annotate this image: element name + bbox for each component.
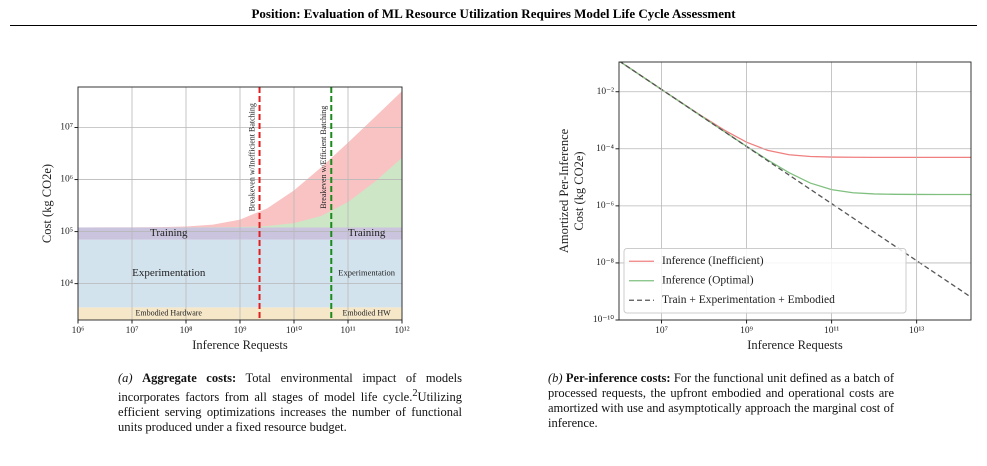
x-axis-label: Inference Requests	[192, 338, 288, 352]
y-tick-label: 10⁻⁶	[596, 201, 614, 211]
legend-label: Inference (Inefficient)	[662, 255, 764, 267]
band-label: Embodied HW	[343, 309, 392, 318]
y-tick-label: 10⁻⁸	[596, 258, 614, 268]
caption-tag: (a)	[118, 371, 133, 385]
x-tick-label: 10¹¹	[824, 326, 839, 336]
inference-area	[78, 91, 402, 228]
legend-label: Inference (Optimal)	[662, 274, 754, 286]
x-tick-label: 10¹²	[394, 326, 409, 336]
breakeven-label: Breakeven w/Inefficient Batching	[247, 103, 256, 211]
x-tick-label: 10⁷	[655, 326, 668, 336]
y-axis-label: Cost (kg CO2e)	[40, 164, 54, 243]
x-tick-label: 10⁶	[72, 326, 85, 336]
y-tick-label: 10⁴	[60, 279, 74, 289]
x-tick-label: 10⁹	[234, 326, 248, 336]
y-tick-label: 10⁻²	[597, 87, 615, 97]
caption-a: (a) Aggregate costs: Total environmental…	[118, 371, 462, 435]
y-axis-label: Amortized Per-Inference	[557, 128, 571, 253]
footnote-mark: 2	[412, 388, 418, 399]
y-tick-label: 10⁶	[60, 175, 73, 185]
x-axis-label: Inference Requests	[747, 338, 843, 352]
band-label: Training	[150, 227, 188, 239]
y-axis-label: Cost (kg CO2e)	[572, 151, 586, 230]
caption-heading: Per-inference costs:	[565, 371, 671, 385]
breakeven-label: Breakeven w/Efficient Batching	[319, 106, 328, 209]
y-tick-label: 10⁵	[60, 227, 73, 237]
series-line	[619, 62, 971, 196]
caption-tag: (b)	[548, 371, 563, 385]
caption-text: Utilizing efficient serving optimization…	[118, 390, 462, 435]
caption-b: (b) Per-inference costs: For the functio…	[548, 371, 894, 431]
legend-box	[623, 248, 907, 314]
header-rule	[10, 25, 977, 26]
series-line	[619, 62, 971, 159]
x-tick-label: 10¹⁰	[286, 325, 302, 336]
band-label: Experimentation	[132, 267, 206, 279]
caption-text: For the functional unit defined as a bat…	[548, 371, 895, 430]
plot-frame	[618, 61, 972, 321]
x-tick-label: 10⁷	[126, 326, 139, 336]
running-title: Position: Evaluation of ML Resource Util…	[251, 6, 736, 21]
caption-heading: Aggregate costs:	[142, 371, 237, 385]
band-label: Experimentation	[338, 267, 395, 277]
x-tick-label: 10⁸	[180, 326, 193, 336]
y-tick-label: 10⁻⁴	[596, 144, 615, 154]
caption-text: Total environmental impact of models inc…	[118, 371, 462, 405]
y-tick-label: 10⁷	[60, 123, 73, 133]
x-tick-label: 10¹³	[909, 326, 924, 336]
x-tick-label: 10⁹	[740, 326, 754, 336]
legend-label: Train + Experimentation + Embodied	[662, 294, 835, 306]
y-tick-label: 10⁻¹⁰	[593, 314, 614, 325]
band-label: Embodied Hardware	[136, 309, 203, 318]
x-tick-label: 10¹¹	[340, 326, 355, 336]
inference-area	[78, 157, 402, 228]
band-label: Training	[348, 227, 386, 239]
